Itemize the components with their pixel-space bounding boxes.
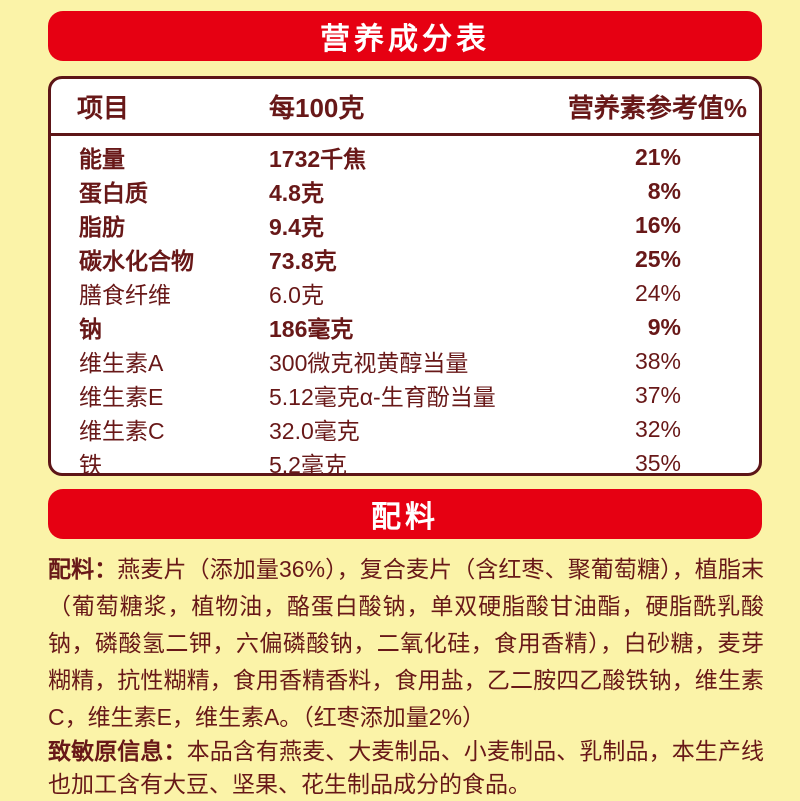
nutrient-amount: 32.0毫克 — [269, 418, 360, 444]
ingredients-label: 配料： — [48, 556, 118, 582]
table-body: 能量 1732千焦 21% 蛋白质 4.8克 8% 脂肪 9.4克 16% 碳水… — [51, 136, 759, 476]
nutrient-amount: 1732千焦 — [269, 146, 367, 172]
nutrient-amount: 300微克视黄醇当量 — [269, 350, 469, 376]
nutrient-name: 维生素E — [79, 384, 164, 410]
table-row: 能量 1732千焦 21% — [51, 140, 759, 174]
nutrient-nrv: 9% — [647, 313, 681, 340]
nutrient-amount: 6.0克 — [269, 282, 324, 308]
table-row: 钠 186毫克 9% — [51, 310, 759, 344]
allergen-paragraph: 致敏原信息：本品含有燕麦、大麦制品、小麦制品、乳制品，本生产线也加工含有大豆、坚… — [48, 735, 764, 801]
column-header-nrv: 营养素参考值% — [567, 92, 747, 123]
table-row: 维生素E 5.12毫克α-生育酚当量 37% — [51, 378, 759, 412]
nutrition-title-banner: 营养成分表 — [48, 11, 762, 61]
nutrient-nrv: 32% — [634, 415, 681, 442]
table-header-row: 项目 每100克 营养素参考值% — [51, 79, 759, 136]
table-row: 维生素C 32.0毫克 32% — [51, 412, 759, 446]
ingredients-title-banner: 配料 — [48, 489, 762, 539]
nutrient-nrv: 35% — [634, 449, 681, 476]
nutrition-title: 营养成分表 — [320, 23, 490, 56]
nutrient-amount: 73.8克 — [269, 248, 337, 274]
nutrient-name: 脂肪 — [79, 214, 125, 240]
table-row: 碳水化合物 73.8克 25% — [51, 242, 759, 276]
nutrient-name: 钠 — [79, 316, 102, 342]
ingredients-body: 燕麦片（添加量36%），复合麦片（含红枣、聚葡萄糖），植脂末（葡萄糖浆，植物油，… — [48, 556, 764, 730]
nutrient-nrv: 16% — [634, 211, 681, 238]
allergen-label: 致敏原信息： — [48, 738, 187, 764]
table-row: 铁 5.2毫克 35% — [51, 446, 759, 476]
nutrient-nrv: 38% — [634, 347, 681, 374]
table-row: 脂肪 9.4克 16% — [51, 208, 759, 242]
nutrient-name: 能量 — [79, 146, 125, 172]
nutrient-name: 膳食纤维 — [79, 282, 171, 308]
table-row: 膳食纤维 6.0克 24% — [51, 276, 759, 310]
nutrient-amount: 186毫克 — [269, 316, 354, 342]
column-header-per-100g: 每100克 — [269, 92, 365, 123]
nutrient-amount: 4.8克 — [269, 180, 324, 206]
nutrient-name: 蛋白质 — [79, 180, 148, 206]
nutrient-name: 碳水化合物 — [79, 248, 194, 274]
ingredients-title: 配料 — [371, 501, 439, 534]
nutrient-name: 维生素A — [79, 350, 164, 376]
table-row: 维生素A 300微克视黄醇当量 38% — [51, 344, 759, 378]
nutrient-nrv: 37% — [634, 381, 681, 408]
column-header-item: 项目 — [77, 92, 130, 123]
ingredients-paragraph: 配料：燕麦片（添加量36%），复合麦片（含红枣、聚葡萄糖），植脂末（葡萄糖浆，植… — [48, 551, 764, 736]
nutrition-table: 项目 每100克 营养素参考值% 能量 1732千焦 21% 蛋白质 4.8克 … — [48, 76, 762, 476]
nutrient-amount: 9.4克 — [269, 214, 324, 240]
nutrient-amount: 5.12毫克α-生育酚当量 — [269, 384, 496, 410]
nutrient-name: 维生素C — [79, 418, 165, 444]
nutrient-nrv: 25% — [634, 245, 681, 272]
nutrient-amount: 5.2毫克 — [269, 452, 347, 476]
nutrient-name: 铁 — [79, 452, 102, 476]
table-row: 蛋白质 4.8克 8% — [51, 174, 759, 208]
allergen-body: 本品含有燕麦、大麦制品、小麦制品、乳制品，本生产线也加工含有大豆、坚果、花生制品… — [48, 738, 765, 797]
nutrient-nrv: 8% — [647, 177, 681, 204]
nutrient-nrv: 21% — [634, 143, 681, 170]
nutrient-nrv: 24% — [634, 279, 681, 306]
